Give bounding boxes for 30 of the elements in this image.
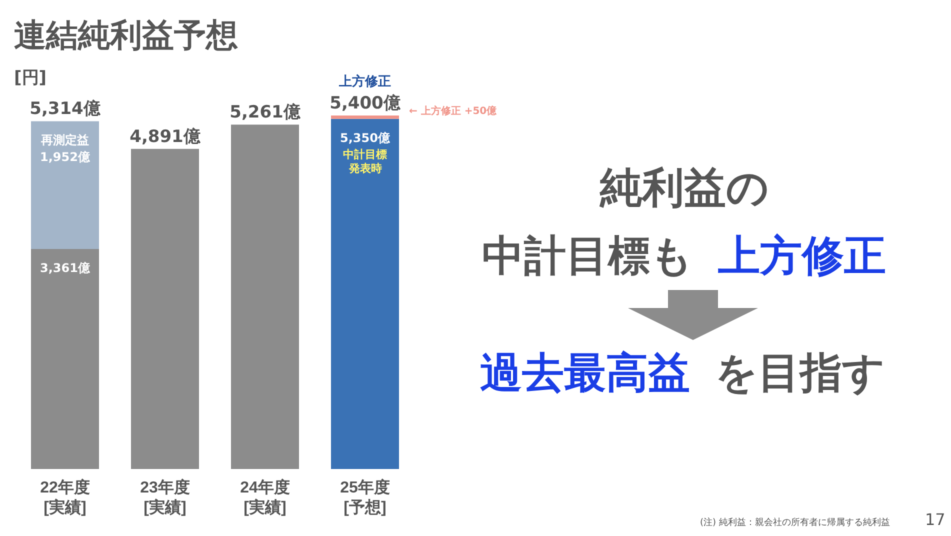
x-tick-label: 25年度 [予想] [340,478,390,516]
total-label: 5,400億 [330,94,402,114]
chart-title: 連結純利益予想 [14,15,238,56]
x-tick-label: 22年度 [実績] [40,478,90,516]
total-label: 5,314億 [30,99,102,120]
total-label: 4,891億 [130,126,202,147]
text: 純利益の [600,162,769,214]
bar [331,118,399,469]
text: 過去最高益 [480,347,690,399]
text: 17 [925,510,946,529]
text: 中計目標も [482,230,693,282]
annotation: 発表時 [349,161,382,176]
annotation: 中計目標 [343,148,387,161]
data-label: 5,350億 [340,130,391,145]
text: 上方修正 [718,230,886,282]
annotation: 上方修正 [338,74,391,90]
annotation: ← 上方修正 +50億 [409,104,497,118]
bar [131,148,199,469]
y-axis-title: [円] [14,67,47,89]
text: を目指す [715,347,885,399]
bar [231,124,299,469]
bar [331,116,399,119]
text: (注) 純利益：親会社の所有者に帰属する純利益 [700,516,890,529]
data-label: 3,361億 [40,261,91,276]
x-tick-label: 24年度 [実績] [240,478,290,516]
x-tick-label: 23年度 [実績] [140,478,190,516]
bar [31,249,99,469]
data-label: 再測定益 1,952億 [40,133,91,164]
total-label: 5,261億 [230,102,302,123]
bar [31,121,99,250]
